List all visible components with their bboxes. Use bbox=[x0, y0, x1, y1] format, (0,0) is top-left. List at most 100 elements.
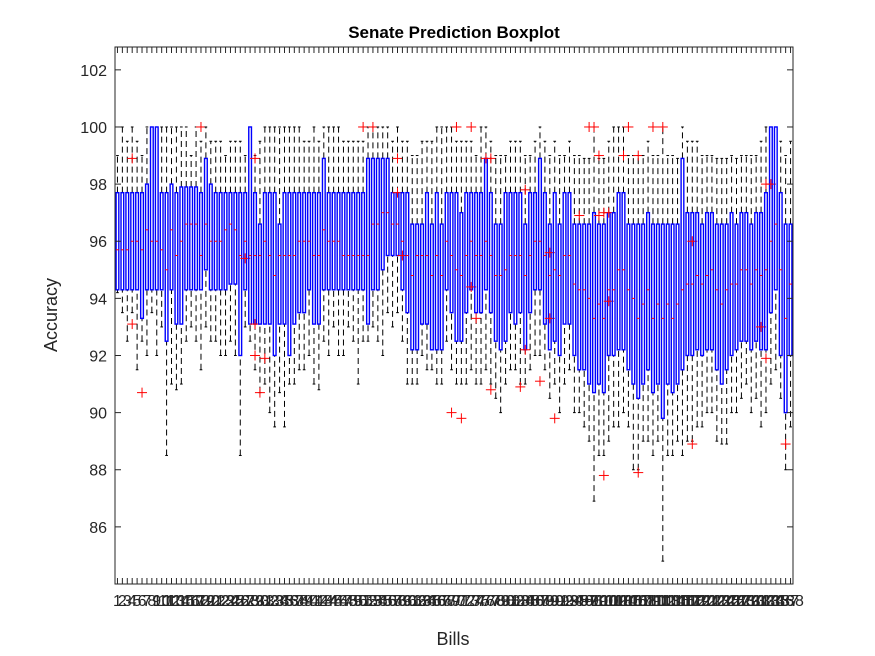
outlier-marker bbox=[254, 387, 265, 398]
box-83 bbox=[515, 140, 526, 392]
iqr-box bbox=[159, 191, 164, 291]
x-tick-label: 20 bbox=[202, 593, 220, 610]
box-109 bbox=[646, 140, 651, 442]
y-tick-label: 102 bbox=[80, 63, 107, 80]
x-tick-label: 99 bbox=[590, 593, 608, 610]
iqr-box bbox=[144, 183, 149, 291]
x-tick-label: 75 bbox=[472, 593, 490, 610]
box-46 bbox=[336, 126, 341, 356]
x-tick-label: 7 bbox=[142, 593, 151, 610]
x-tick-label: 41 bbox=[305, 593, 323, 610]
x-tick-label: 48 bbox=[339, 593, 357, 610]
x-tick-label: 13 bbox=[168, 593, 186, 610]
x-tick-label: 61 bbox=[403, 593, 421, 610]
box-36 bbox=[287, 126, 292, 385]
iqr-box bbox=[587, 223, 592, 385]
x-tick-label: 85 bbox=[521, 593, 539, 610]
iqr-box bbox=[139, 191, 145, 320]
iqr-box bbox=[557, 223, 562, 357]
box-60 bbox=[405, 140, 410, 385]
iqr-box bbox=[120, 191, 125, 291]
outlier-marker bbox=[451, 121, 462, 132]
box-86 bbox=[533, 140, 538, 356]
box-75 bbox=[478, 126, 484, 385]
x-tick-label: 96 bbox=[575, 593, 593, 610]
iqr-box bbox=[611, 211, 616, 357]
x-tick-label: 68 bbox=[438, 593, 456, 610]
x-tick-label: 84 bbox=[516, 593, 534, 610]
x-tick-label: 33 bbox=[266, 593, 284, 610]
outlier-marker bbox=[549, 413, 560, 424]
x-tick-label: 52 bbox=[359, 593, 377, 610]
box-114 bbox=[670, 155, 675, 456]
y-tick-label: 90 bbox=[89, 406, 107, 423]
x-tick-label: 65 bbox=[423, 593, 441, 610]
box-133 bbox=[760, 126, 771, 414]
x-tick-label: 23 bbox=[217, 593, 235, 610]
iqr-box bbox=[754, 211, 759, 342]
box-104 bbox=[618, 126, 629, 414]
iqr-box bbox=[488, 191, 493, 314]
iqr-box bbox=[420, 223, 425, 325]
box-84 bbox=[520, 155, 531, 385]
box-134 bbox=[765, 126, 776, 385]
box-131 bbox=[754, 155, 759, 399]
x-tick-label: 46 bbox=[330, 593, 348, 610]
x-tick-label: 136 bbox=[767, 593, 794, 610]
box-4 bbox=[127, 126, 138, 330]
outlier-marker bbox=[647, 121, 658, 132]
box-98 bbox=[589, 121, 600, 502]
box-15 bbox=[184, 126, 189, 342]
box-43 bbox=[321, 126, 326, 342]
x-tick-label: 87 bbox=[531, 593, 549, 610]
box-10 bbox=[159, 126, 164, 328]
box-92 bbox=[562, 155, 567, 385]
iqr-box bbox=[660, 223, 665, 420]
iqr-box bbox=[464, 191, 469, 314]
box-40 bbox=[307, 140, 312, 356]
x-tick-label: 91 bbox=[551, 593, 569, 610]
x-tick-label: 9 bbox=[152, 593, 161, 610]
x-tick-label: 79 bbox=[492, 593, 510, 610]
outlier-marker bbox=[633, 467, 644, 478]
x-tick-label: 2 bbox=[118, 593, 127, 610]
iqr-box bbox=[714, 223, 719, 371]
x-tick-label: 98 bbox=[585, 593, 603, 610]
x-tick-label: 128 bbox=[728, 593, 755, 610]
x-tick-label: 55 bbox=[374, 593, 392, 610]
box-112 bbox=[657, 121, 668, 562]
box-51 bbox=[358, 121, 369, 342]
iqr-box bbox=[680, 157, 685, 371]
x-tick-label: 66 bbox=[428, 593, 446, 610]
x-tick-label: 80 bbox=[497, 593, 515, 610]
iqr-box bbox=[704, 211, 710, 351]
x-tick-label: 42 bbox=[310, 593, 328, 610]
x-tick-label: 112 bbox=[650, 593, 676, 610]
y-tick-label: 88 bbox=[89, 463, 107, 480]
iqr-box bbox=[361, 191, 366, 291]
outlier-marker bbox=[534, 376, 545, 387]
x-tick-label: 122 bbox=[699, 593, 726, 610]
x-tick-label: 31 bbox=[256, 593, 274, 610]
x-tick-label: 127 bbox=[723, 593, 750, 610]
iqr-box bbox=[272, 191, 277, 357]
box-13 bbox=[174, 126, 179, 391]
box-62 bbox=[415, 155, 420, 385]
y-tick-label: 100 bbox=[80, 120, 107, 137]
iqr-box bbox=[547, 223, 552, 351]
box-5 bbox=[135, 140, 140, 371]
box-77 bbox=[485, 140, 496, 395]
iqr-box bbox=[311, 191, 317, 325]
outlier-marker bbox=[485, 153, 496, 164]
iqr-box bbox=[478, 191, 484, 314]
iqr-box bbox=[734, 223, 739, 351]
iqr-box bbox=[424, 191, 430, 325]
outlier-marker bbox=[598, 470, 609, 481]
box-61 bbox=[410, 155, 415, 385]
box-56 bbox=[385, 126, 390, 314]
x-tick-label: 120 bbox=[689, 593, 716, 610]
box-23 bbox=[223, 155, 228, 356]
box-80 bbox=[503, 155, 508, 385]
iqr-box bbox=[257, 223, 262, 325]
outlier-marker bbox=[593, 150, 604, 161]
